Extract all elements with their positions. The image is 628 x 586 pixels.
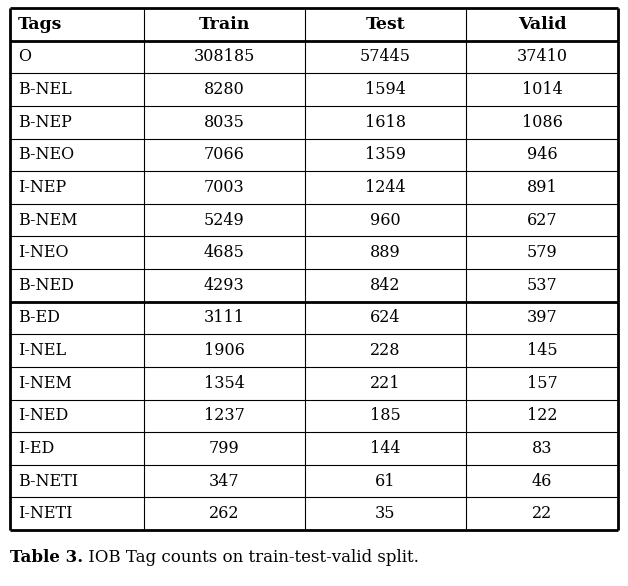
Text: B-NETI: B-NETI (18, 472, 78, 489)
Text: Valid: Valid (517, 16, 566, 33)
Text: 4685: 4685 (204, 244, 245, 261)
Text: 1359: 1359 (365, 146, 406, 163)
Text: 946: 946 (527, 146, 557, 163)
Text: 347: 347 (209, 472, 240, 489)
Text: 1244: 1244 (365, 179, 406, 196)
Text: 3111: 3111 (204, 309, 245, 326)
Text: 8035: 8035 (204, 114, 245, 131)
Text: 83: 83 (532, 440, 552, 457)
Text: O: O (18, 49, 31, 66)
Text: 1906: 1906 (204, 342, 245, 359)
Text: 537: 537 (527, 277, 558, 294)
Text: 35: 35 (375, 505, 396, 522)
Text: 842: 842 (370, 277, 401, 294)
Text: B-NEP: B-NEP (18, 114, 72, 131)
Text: 5249: 5249 (204, 212, 245, 229)
Text: 122: 122 (527, 407, 557, 424)
Text: Test: Test (365, 16, 405, 33)
Text: 891: 891 (527, 179, 558, 196)
Text: 1237: 1237 (204, 407, 245, 424)
Text: 22: 22 (532, 505, 552, 522)
Text: 7003: 7003 (204, 179, 245, 196)
Text: 46: 46 (532, 472, 552, 489)
Text: 4293: 4293 (204, 277, 245, 294)
Text: 1086: 1086 (522, 114, 563, 131)
Text: 221: 221 (370, 374, 401, 391)
Text: 8280: 8280 (204, 81, 245, 98)
Text: 308185: 308185 (193, 49, 255, 66)
Text: 579: 579 (527, 244, 558, 261)
Text: 1014: 1014 (522, 81, 563, 98)
Text: B-ED: B-ED (18, 309, 60, 326)
Text: 144: 144 (370, 440, 401, 457)
Text: 1594: 1594 (365, 81, 406, 98)
Text: Tags: Tags (18, 16, 62, 33)
Text: 157: 157 (527, 374, 558, 391)
Text: 1354: 1354 (204, 374, 245, 391)
Text: I-NEP: I-NEP (18, 179, 66, 196)
Text: 1618: 1618 (365, 114, 406, 131)
Text: 262: 262 (209, 505, 239, 522)
Text: 627: 627 (527, 212, 557, 229)
Text: 57445: 57445 (360, 49, 411, 66)
Text: I-NEO: I-NEO (18, 244, 68, 261)
Text: 397: 397 (527, 309, 558, 326)
Text: I-ED: I-ED (18, 440, 54, 457)
Text: 37410: 37410 (516, 49, 568, 66)
Text: B-NEO: B-NEO (18, 146, 74, 163)
Text: IOB Tag counts on train-test-valid split.: IOB Tag counts on train-test-valid split… (83, 550, 419, 567)
Text: 228: 228 (370, 342, 401, 359)
Text: 7066: 7066 (204, 146, 245, 163)
Text: 61: 61 (375, 472, 396, 489)
Text: 889: 889 (370, 244, 401, 261)
Text: Table 3.: Table 3. (10, 550, 83, 567)
Text: I-NEL: I-NEL (18, 342, 66, 359)
Text: I-NED: I-NED (18, 407, 68, 424)
Text: 624: 624 (370, 309, 401, 326)
Text: B-NEL: B-NEL (18, 81, 72, 98)
Text: 960: 960 (370, 212, 401, 229)
Text: 185: 185 (370, 407, 401, 424)
Text: 145: 145 (527, 342, 557, 359)
Text: I-NETI: I-NETI (18, 505, 72, 522)
Text: 799: 799 (209, 440, 240, 457)
Text: I-NEM: I-NEM (18, 374, 72, 391)
Text: B-NED: B-NED (18, 277, 74, 294)
Text: B-NEM: B-NEM (18, 212, 77, 229)
Text: Train: Train (198, 16, 250, 33)
